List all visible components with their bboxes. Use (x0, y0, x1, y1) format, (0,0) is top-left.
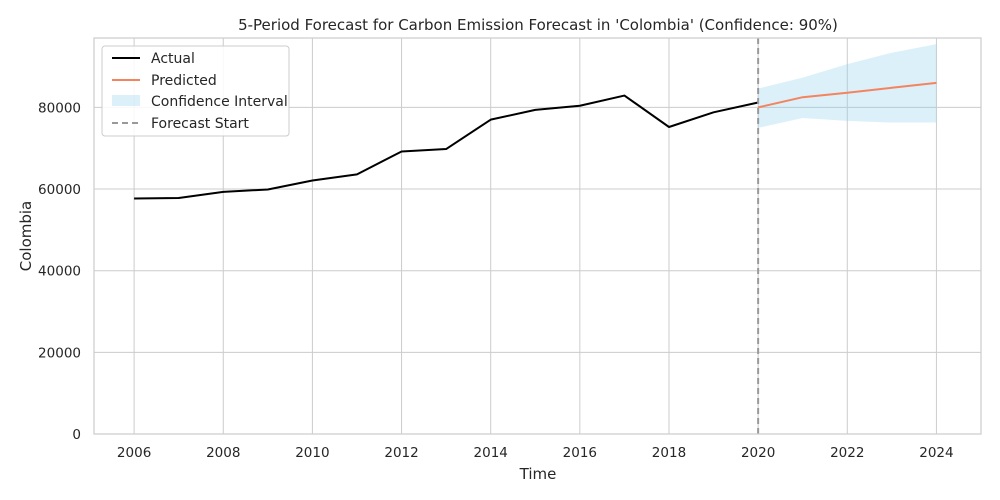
x-axis-label: Time (519, 465, 557, 483)
y-tick-label: 0 (72, 427, 81, 443)
x-tick-label: 2018 (652, 445, 686, 461)
y-axis-label: Colombia (17, 201, 35, 272)
x-tick-label: 2010 (295, 445, 329, 461)
predicted-series-line (757, 81, 937, 109)
y-tick-label: 20000 (38, 345, 81, 361)
plot-frame (93, 37, 982, 435)
chart-title: 5-Period Forecast for Carbon Emission Fo… (238, 16, 838, 34)
x-tick-label: 2024 (919, 445, 953, 461)
legend-predicted-label: Predicted (151, 73, 217, 89)
x-tick-label: 2016 (563, 445, 597, 461)
legend-frame (101, 45, 290, 137)
legend-ci-swatch (112, 95, 140, 106)
x-tick-label: 2006 (117, 445, 151, 461)
y-tick-label: 40000 (38, 264, 81, 280)
legend: Actual Predicted Confidence Interval For… (101, 45, 290, 137)
x-tick-label: 2012 (384, 445, 418, 461)
x-tick-label: 2008 (206, 445, 240, 461)
legend-forecast-start-label: Forecast Start (151, 116, 249, 132)
x-tick-label: 2014 (474, 445, 508, 461)
series-layer (134, 81, 937, 200)
x-tick-label: 2022 (830, 445, 864, 461)
confidence-band-layer (758, 44, 937, 128)
legend-actual-label: Actual (151, 51, 195, 67)
y-tick-label: 60000 (38, 182, 81, 198)
legend-ci-label: Confidence Interval (151, 94, 288, 110)
x-tick-label: 2020 (741, 445, 775, 461)
y-tick-label: 80000 (38, 100, 81, 116)
actual-series-line (134, 94, 759, 200)
tick-labels: 2006 2008 2010 2012 2014 2016 2018 2020 2022 2024… (38, 100, 954, 461)
confidence-interval-band (758, 44, 937, 128)
